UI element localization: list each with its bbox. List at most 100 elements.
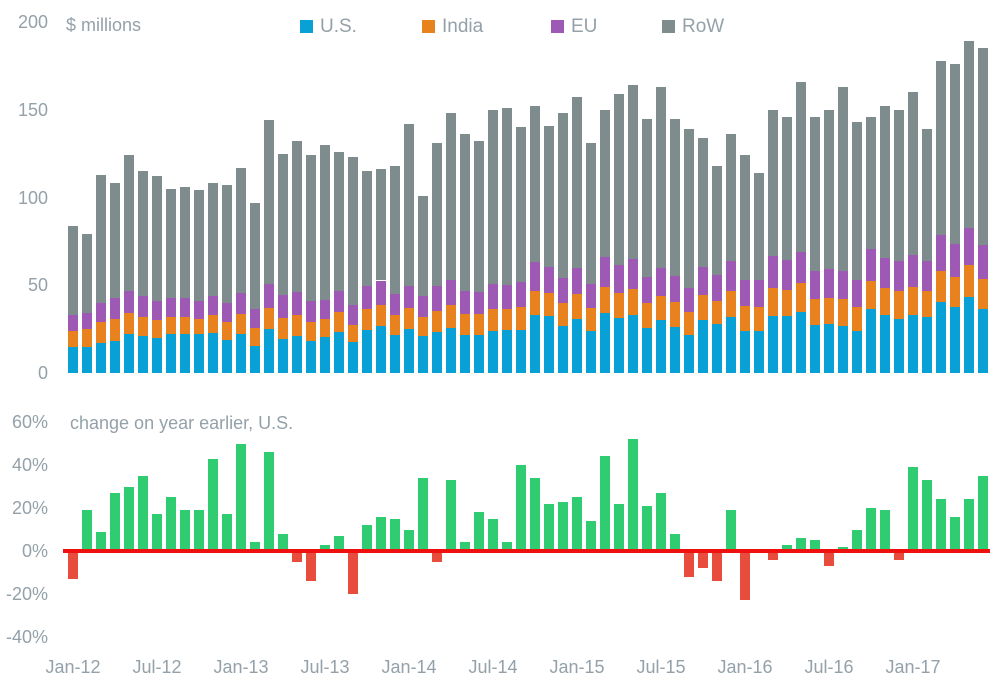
stack-segment-us (614, 317, 624, 373)
stack-segment-eu (614, 265, 624, 294)
stack-segment-row (110, 183, 120, 298)
stack-segment-row (166, 188, 176, 298)
stack-segment-row (586, 143, 596, 284)
stack-segment-india (320, 319, 330, 337)
stack-segment-eu (838, 271, 848, 300)
stack-segment-us (866, 308, 876, 373)
stack-segment-india (852, 306, 862, 332)
yoy-bar-positive (838, 546, 848, 551)
stack-segment-us (530, 315, 540, 373)
yoy-bar-positive (138, 475, 148, 551)
stack-segment-eu (950, 243, 960, 278)
stack-segment-eu (670, 275, 680, 303)
stack-segment-us (964, 296, 974, 373)
stack-segment-india (908, 286, 918, 315)
stack-segment-us (712, 323, 722, 373)
stack-segment-india (656, 295, 666, 321)
stack-segment-eu (726, 260, 736, 291)
stack-segment-eu (474, 291, 484, 315)
stack-segment-india (600, 287, 610, 314)
stack-segment-us (572, 318, 582, 373)
stack-segment-row (712, 165, 722, 275)
stack-segment-india (418, 317, 428, 337)
stack-segment-india (446, 304, 456, 328)
stack-segment-row (880, 106, 890, 259)
x-tick-label: Jul-13 (300, 657, 350, 677)
stack-segment-us (698, 319, 708, 373)
stack-segment-us (334, 331, 344, 373)
stack-segment-eu (656, 267, 666, 296)
yoy-bar-positive (600, 456, 610, 551)
stack-segment-us (628, 315, 638, 373)
stack-segment-eu (642, 276, 652, 303)
stack-segment-us (152, 337, 162, 373)
stack-segment-eu (586, 283, 596, 309)
stack-segment-india (964, 265, 974, 297)
stack-segment-row (124, 155, 134, 291)
stack-segment-eu (278, 295, 288, 318)
legend-label-india: India (442, 16, 484, 37)
stack-segment-eu (516, 282, 526, 307)
x-tick-label: Jul-16 (804, 657, 854, 677)
stack-segment-eu (880, 258, 890, 289)
stack-segment-eu (852, 280, 862, 307)
stack-segment-eu (292, 292, 302, 316)
stack-segment-india (684, 312, 694, 336)
yoy-bar-positive (264, 452, 274, 551)
stack-segment-eu (320, 299, 330, 320)
stack-segment-us (908, 314, 918, 373)
x-tick-label: Jan-17 (885, 657, 941, 677)
yoy-bar-positive (82, 510, 92, 551)
yoy-bar-negative (740, 551, 750, 601)
stack-segment-us (348, 342, 358, 373)
stack-segment-eu (796, 251, 806, 284)
stack-segment-us (852, 331, 862, 373)
stack-segment-eu (964, 228, 974, 266)
yoy-bar-positive (404, 529, 414, 551)
stack-segment-us (446, 327, 456, 373)
stack-segment-us (180, 334, 190, 373)
stack-segment-india (866, 280, 876, 309)
stack-segment-eu (110, 297, 120, 319)
legend-swatch-us-icon (300, 20, 313, 33)
stack-segment-us (138, 336, 148, 373)
stack-segment-india (978, 278, 988, 309)
stack-segment-india (152, 320, 162, 338)
stack-segment-eu (362, 285, 372, 309)
stack-segment-eu (348, 305, 358, 325)
yoy-bar-positive (978, 475, 988, 551)
top-ytick-label: 200 (17, 12, 48, 32)
stack-segment-us (810, 325, 820, 373)
x-tick-label: Jul-15 (636, 657, 686, 677)
stack-segment-row (432, 143, 442, 286)
yoy-bar-positive (124, 486, 134, 551)
legend: U.S. India EU RoW (0, 17, 1007, 37)
yoy-bar-positive (152, 514, 162, 551)
stack-segment-eu (698, 266, 708, 296)
stack-segment-india (950, 277, 960, 307)
stack-segment-row (488, 109, 498, 285)
stack-segment-row (180, 186, 190, 298)
stack-segment-eu (768, 256, 778, 288)
stack-segment-row (852, 122, 862, 281)
stack-segment-row (978, 48, 988, 246)
stack-segment-row (572, 97, 582, 268)
bottom-chart-title: change on year earlier, U.S. (70, 413, 294, 433)
stack-segment-eu (250, 308, 260, 329)
yoy-bar-positive (278, 533, 288, 551)
stack-segment-eu (180, 297, 190, 317)
stack-segment-us (558, 325, 568, 373)
stack-segment-row (894, 109, 904, 262)
stack-segment-row (642, 118, 652, 277)
stack-segment-eu (208, 295, 218, 316)
stack-segment-eu (866, 249, 876, 281)
stack-segment-india (194, 318, 204, 335)
stack-segment-india (334, 312, 344, 332)
bottom-ytick-label: 60% (11, 412, 48, 432)
stack-segment-row (544, 125, 554, 267)
stack-segment-eu (390, 294, 400, 316)
stack-segment-row (670, 118, 680, 276)
bottom-ytick-label: 20% (11, 498, 48, 518)
yoy-bar-positive (642, 505, 652, 551)
stack-segment-us (978, 308, 988, 373)
